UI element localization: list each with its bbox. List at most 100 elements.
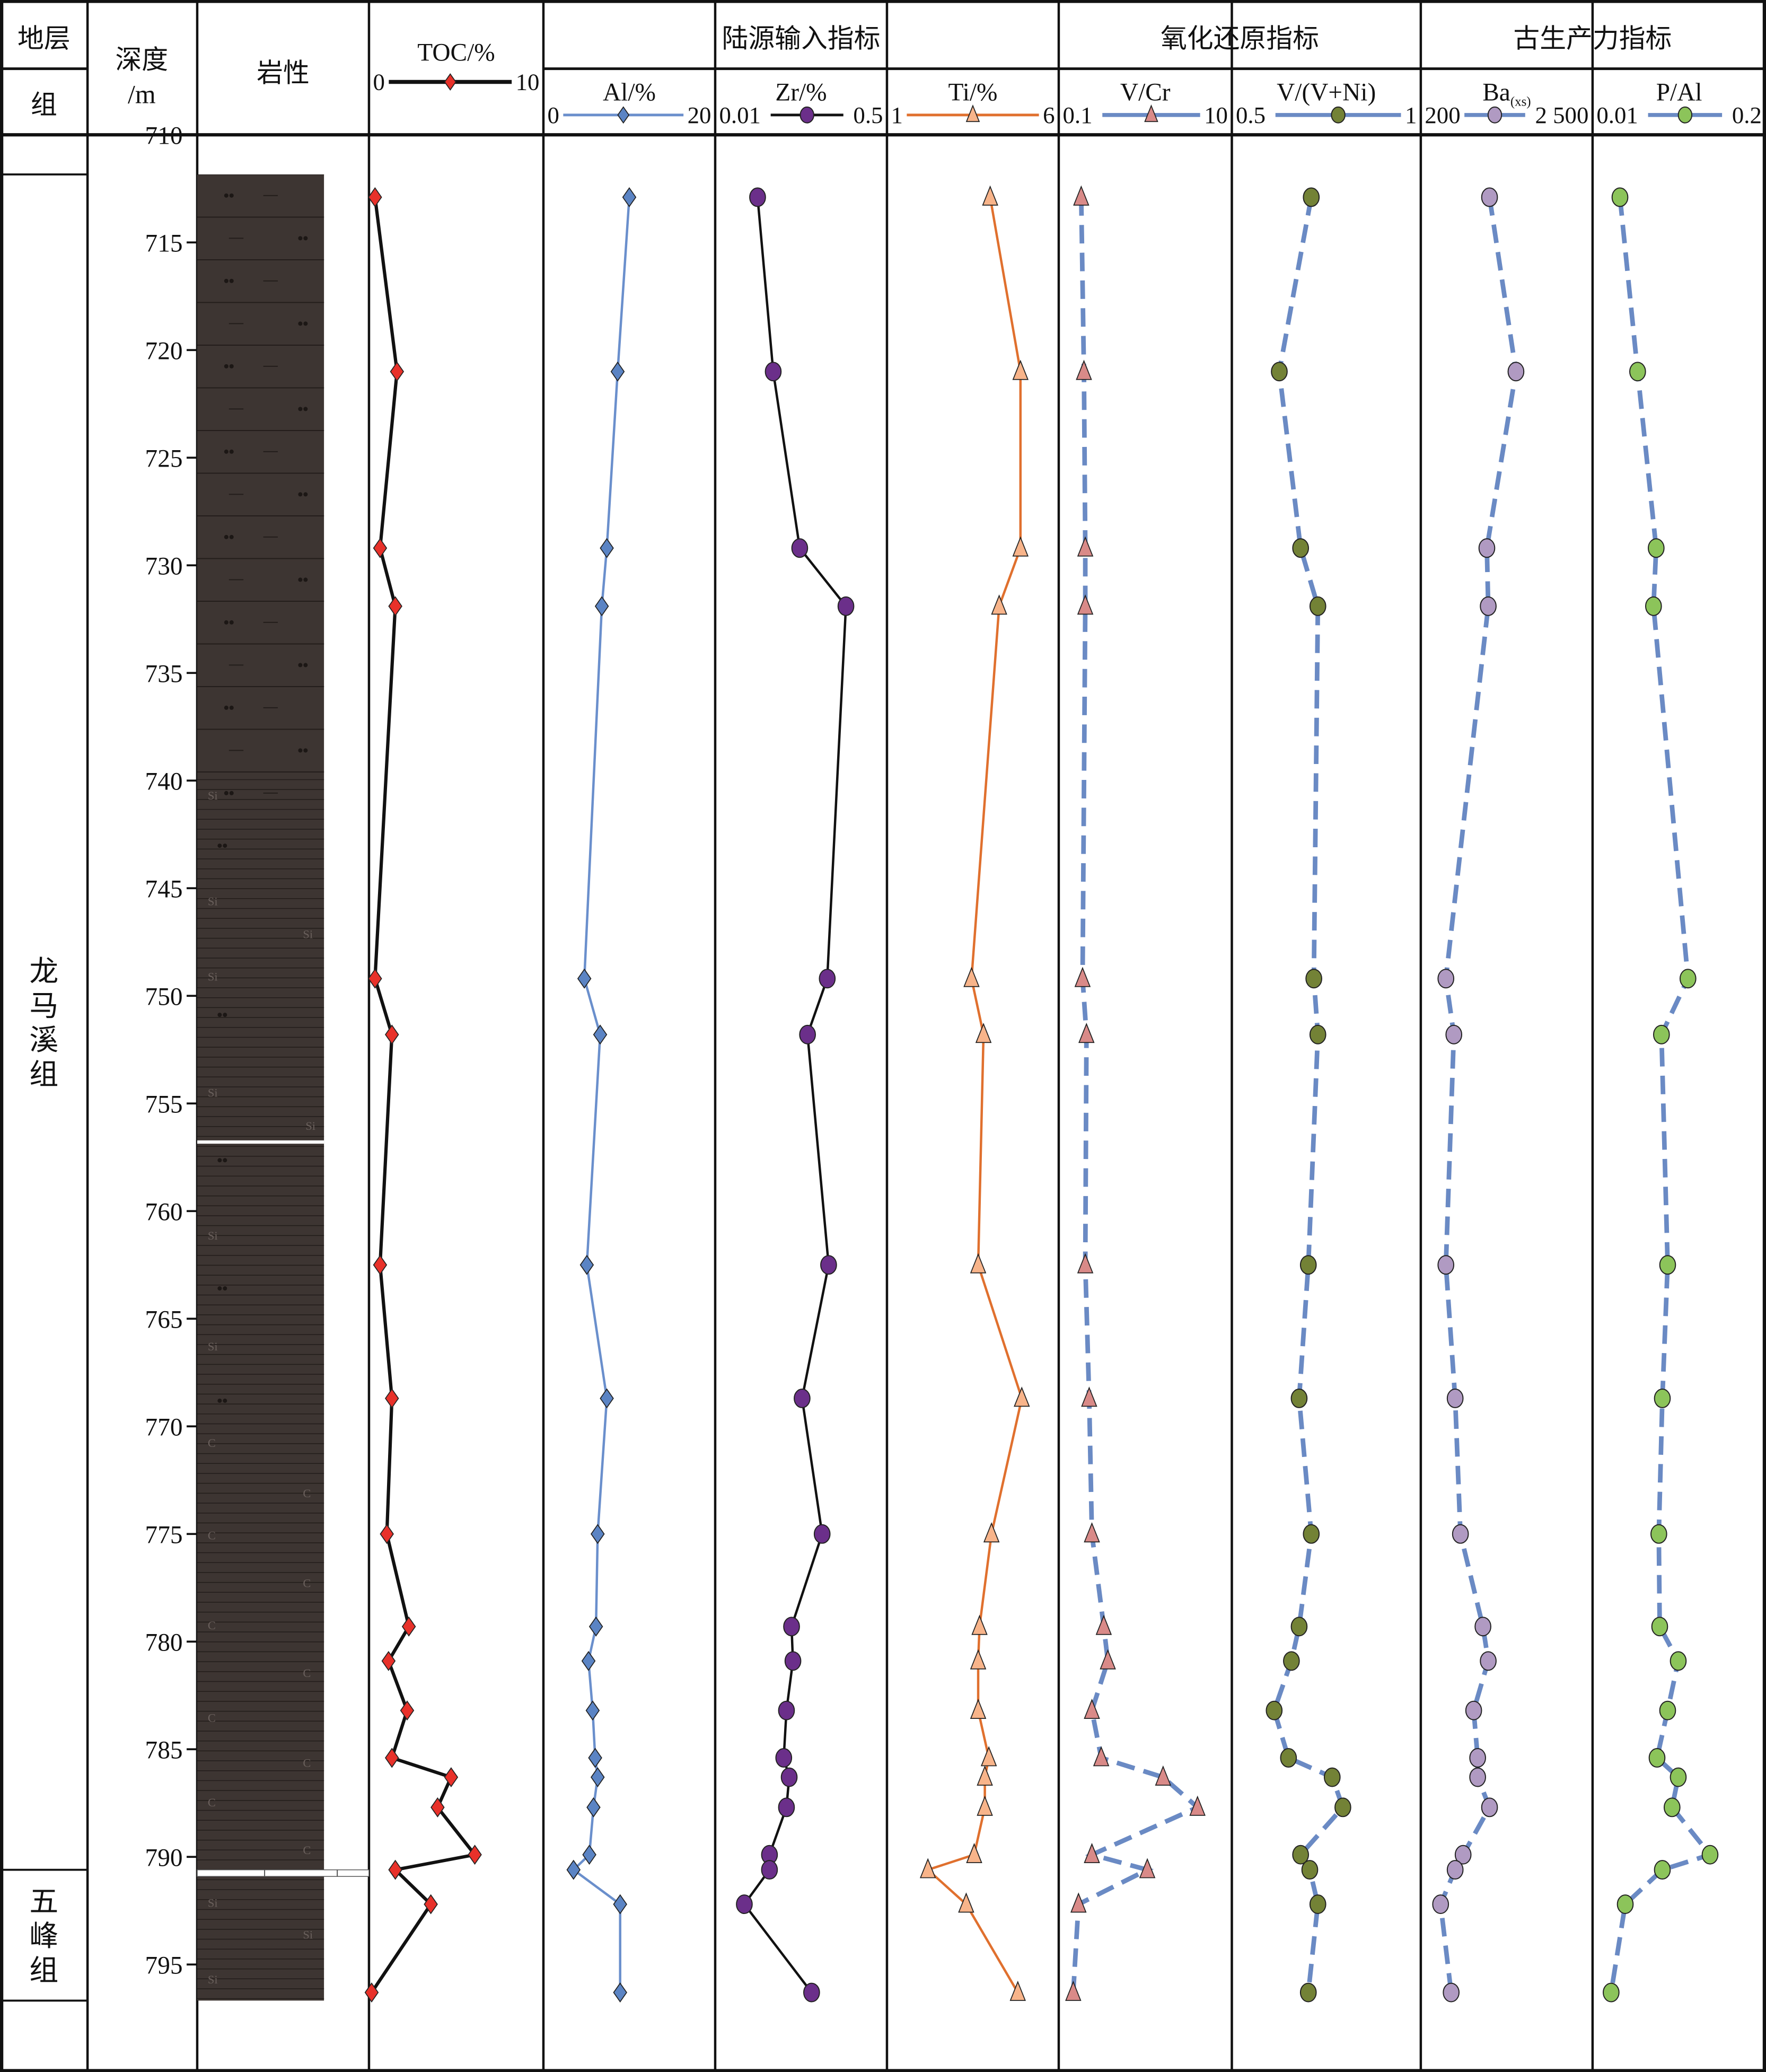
data-point-circle — [1647, 538, 1665, 558]
mudstone-block — [197, 174, 324, 2001]
data-point-triangle — [1189, 1795, 1206, 1816]
data-point-triangle — [1065, 1980, 1082, 2001]
data-point-triangle — [1100, 1649, 1116, 1670]
data-point-triangle — [1144, 104, 1158, 122]
data-point-triangle — [1078, 1023, 1095, 1043]
series-title: Ti/% — [948, 78, 997, 106]
data-point-circle — [1659, 1700, 1676, 1720]
silt-dot — [217, 844, 222, 848]
data-point-triangle — [958, 1892, 974, 1913]
data-point-circle — [799, 106, 814, 124]
data-point-circle — [1437, 969, 1455, 989]
data-point-triangle — [1014, 1386, 1030, 1407]
silt-dot — [223, 844, 227, 848]
data-point-circle — [778, 1797, 795, 1818]
data-point-circle — [778, 1700, 795, 1720]
depth-tick-label: 780 — [145, 1629, 183, 1657]
depth-unit: /m — [128, 80, 156, 109]
data-point-circle — [1677, 106, 1693, 124]
silt-dot — [229, 534, 234, 539]
data-point-diamond — [566, 1859, 581, 1880]
axis-min-label: 0.5 — [1236, 102, 1266, 128]
axis-min-label: 200 — [1425, 102, 1460, 128]
data-point-circle — [1469, 1767, 1486, 1787]
data-point-circle — [1271, 362, 1288, 382]
silt-dot — [298, 492, 303, 497]
data-point-triangle — [977, 1765, 993, 1786]
silt-dot — [217, 1013, 222, 1017]
depth-tick-label: 760 — [145, 1199, 183, 1226]
data-point-circle — [1650, 1524, 1667, 1544]
data-point-triangle — [983, 1522, 1000, 1543]
depth-tick-label: 755 — [145, 1091, 183, 1119]
data-point-circle — [1663, 1797, 1681, 1818]
strata-header: 地层 — [17, 24, 71, 54]
data-point-circle — [783, 1617, 800, 1637]
silt-dot — [298, 748, 303, 753]
axis-max-label: 20 — [688, 102, 711, 128]
data-point-circle — [1299, 1255, 1317, 1275]
depth-tick-label: 730 — [145, 553, 183, 581]
series-line — [572, 197, 631, 1993]
data-point-circle — [1701, 1845, 1719, 1865]
lithology-symbol: Si — [303, 1928, 313, 1941]
axis-max-label: 0.2 — [1732, 102, 1762, 128]
lithology-symbol: Si — [208, 1086, 218, 1100]
series-line — [925, 197, 1023, 1994]
data-point-circle — [1611, 187, 1629, 207]
lithology-header: 岩性 — [257, 59, 310, 88]
data-point-diamond — [577, 968, 592, 989]
silt-dot — [224, 449, 229, 454]
data-point-diamond — [384, 1748, 399, 1768]
series-layer — [364, 185, 1719, 2003]
data-point-circle — [1303, 1524, 1320, 1544]
data-point-circle — [837, 596, 855, 616]
data-point-triangle — [982, 185, 998, 206]
silt-dot — [229, 193, 234, 198]
depth-tick-label: 710 — [145, 122, 183, 150]
silt-dot — [224, 705, 229, 710]
lithology-symbol: C — [208, 1529, 216, 1542]
silt-dot — [224, 791, 229, 795]
data-point-diamond — [600, 538, 614, 558]
axis-max-label: 1 — [1405, 102, 1417, 128]
data-point-diamond — [444, 73, 456, 91]
data-point-circle — [1670, 1767, 1687, 1787]
silt-dot — [303, 236, 308, 241]
data-point-diamond — [384, 1024, 399, 1045]
formation-name-char: 峰 — [29, 1920, 58, 1952]
silt-dot — [298, 321, 303, 326]
data-point-circle — [791, 538, 809, 558]
data-point-triangle — [1084, 1842, 1100, 1864]
lithology-symbol: C — [303, 1666, 311, 1680]
data-point-circle — [1309, 1024, 1326, 1044]
data-point-circle — [1481, 187, 1498, 207]
data-point-triangle — [965, 104, 980, 122]
data-point-triangle — [977, 1795, 993, 1816]
lithology-symbol: C — [208, 1711, 216, 1725]
data-point-diamond — [444, 1767, 459, 1787]
data-point-circle — [749, 187, 766, 207]
data-point-circle — [1481, 1797, 1498, 1818]
lithology-symbol: C — [208, 1619, 216, 1632]
data-point-circle — [775, 1748, 793, 1768]
formation-name-char: 溪 — [29, 1024, 58, 1056]
data-point-circle — [1465, 1700, 1482, 1720]
header: 地层 组 深度 /m 岩性 陆源输入指标 氧化还原指标 古生产力指标 TOC/%… — [17, 24, 1762, 128]
silt-dot — [224, 193, 229, 198]
data-point-circle — [1469, 1748, 1486, 1768]
silt-dot — [303, 663, 308, 668]
data-point-diamond — [581, 1650, 596, 1671]
data-point-circle — [1432, 1894, 1449, 1915]
silt-dot — [303, 577, 308, 582]
data-point-triangle — [1081, 1386, 1097, 1407]
data-point-triangle — [970, 1253, 987, 1274]
silt-dot — [303, 492, 308, 497]
data-point-circle — [1616, 1894, 1634, 1915]
data-point-diamond — [600, 1388, 614, 1409]
data-point-circle — [803, 1982, 820, 2003]
data-point-circle — [1437, 1255, 1455, 1275]
data-point-circle — [1452, 1524, 1469, 1544]
data-point-diamond — [588, 1616, 603, 1637]
series-line — [1609, 197, 1714, 1993]
